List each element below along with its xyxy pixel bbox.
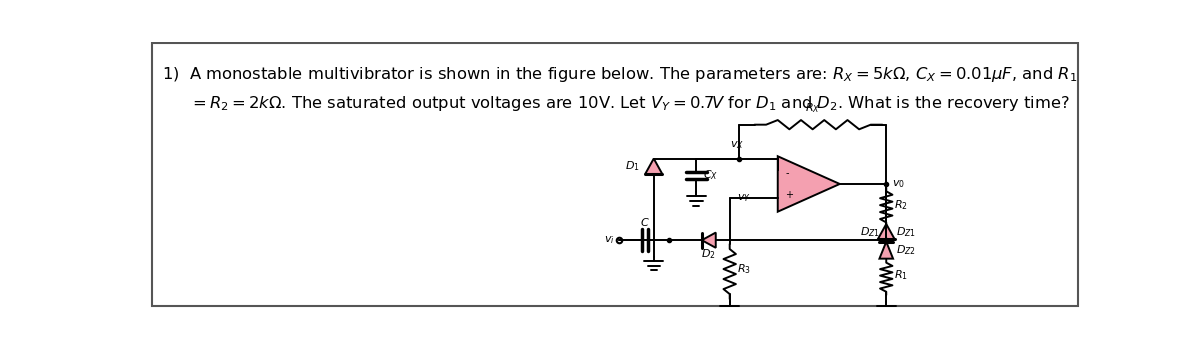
Text: $D_{Z2}$: $D_{Z2}$ bbox=[895, 243, 916, 257]
Polygon shape bbox=[646, 158, 662, 174]
Polygon shape bbox=[880, 242, 893, 259]
Text: $D_{Z1}$: $D_{Z1}$ bbox=[895, 225, 916, 239]
Text: $v_X$: $v_X$ bbox=[731, 139, 744, 151]
Text: $C$: $C$ bbox=[641, 216, 650, 228]
Text: $R_3$: $R_3$ bbox=[738, 262, 751, 276]
Text: $v_i$: $v_i$ bbox=[605, 234, 616, 246]
Text: $v_Y$: $v_Y$ bbox=[737, 192, 751, 204]
Text: $R_X$: $R_X$ bbox=[805, 101, 821, 115]
Text: $= R_2 = 2k\Omega$. The saturated output voltages are 10V. Let $V_Y = 0.7V$ for : $= R_2 = 2k\Omega$. The saturated output… bbox=[188, 94, 1070, 113]
Text: +: + bbox=[786, 190, 793, 200]
Text: -: - bbox=[786, 168, 790, 178]
Text: $D_2$: $D_2$ bbox=[702, 247, 716, 261]
Polygon shape bbox=[778, 156, 840, 212]
Text: 1)  A monostable multivibrator is shown in the figure below. The parameters are:: 1) A monostable multivibrator is shown i… bbox=[162, 65, 1076, 84]
Polygon shape bbox=[877, 224, 895, 239]
Text: $R_2$: $R_2$ bbox=[894, 198, 908, 212]
Text: $v_0$: $v_0$ bbox=[893, 178, 906, 190]
Text: $D_1$: $D_1$ bbox=[625, 160, 640, 173]
Text: $D_{Z1}$: $D_{Z1}$ bbox=[860, 225, 880, 239]
Text: $R_1$: $R_1$ bbox=[894, 269, 908, 282]
Text: $C_X$: $C_X$ bbox=[702, 169, 718, 182]
Polygon shape bbox=[702, 233, 715, 248]
